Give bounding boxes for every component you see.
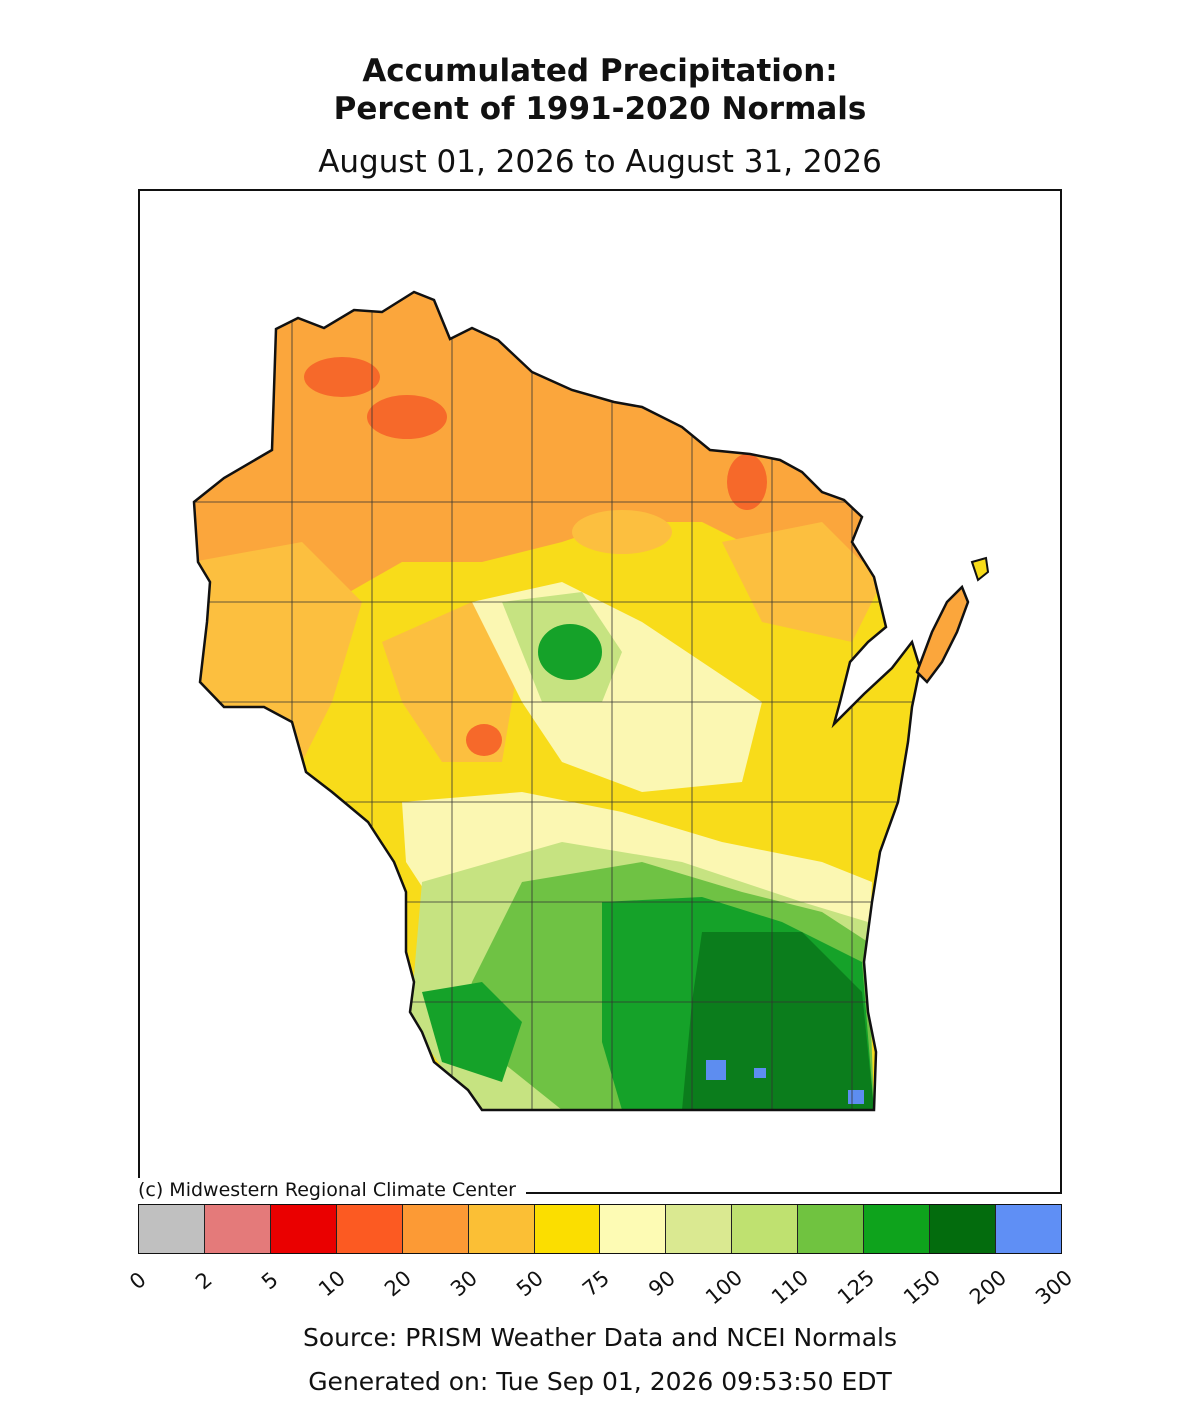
legend-tick-label: 5 <box>257 1267 283 1295</box>
legend-tick-label: 75 <box>578 1266 614 1302</box>
legend-swatch <box>798 1205 865 1253</box>
precip-orangered-patch <box>466 724 502 756</box>
legend-swatch <box>864 1205 931 1253</box>
precip-blue-patch <box>706 1060 726 1080</box>
legend-swatch <box>270 1205 337 1253</box>
legend-tick-label: 50 <box>512 1266 548 1302</box>
precip-darkgreen-southeast <box>682 932 874 1110</box>
wisconsin-map <box>192 290 990 1112</box>
legend-swatch <box>666 1205 733 1253</box>
copyright-label: (c) Midwestern Regional Climate Center <box>138 1178 526 1202</box>
color-legend <box>138 1204 1062 1254</box>
legend-swatch <box>402 1205 469 1253</box>
legend-swatch <box>534 1205 601 1253</box>
precip-lightorange-northeast <box>722 522 882 642</box>
precip-lightorange-patch <box>572 510 672 554</box>
precip-orangered-patch <box>367 395 447 439</box>
precip-blue-patch <box>848 1090 864 1104</box>
legend-swatch <box>600 1205 667 1253</box>
precip-green-patch <box>538 624 602 680</box>
legend-tick-label: 0 <box>125 1267 151 1295</box>
legend-tick-label: 300 <box>1031 1265 1078 1310</box>
generated-timestamp: Generated on: Tue Sep 01, 2026 09:53:50 … <box>308 1367 892 1396</box>
legend-tick-label: 150 <box>899 1265 946 1310</box>
title-line1: Accumulated Precipitation: <box>362 53 838 89</box>
legend-tick-label: 100 <box>701 1265 748 1310</box>
legend-swatch <box>336 1205 403 1253</box>
precip-blue-patch <box>754 1068 766 1078</box>
legend-tick-label: 20 <box>380 1266 416 1302</box>
source-text: Source: PRISM Weather Data and NCEI Norm… <box>302 1323 898 1352</box>
legend-tick-label: 125 <box>833 1265 880 1310</box>
legend-swatch <box>139 1205 205 1253</box>
precip-orangered-patch <box>727 454 767 510</box>
legend-swatch <box>732 1205 799 1253</box>
precip-orangered-patch <box>304 357 380 397</box>
legend-swatch <box>995 1205 1061 1253</box>
legend-swatch <box>468 1205 535 1253</box>
legend-tick-label: 110 <box>767 1265 814 1310</box>
county-boundaries <box>194 292 920 1110</box>
door-peninsula <box>915 584 970 684</box>
washington-island <box>970 556 990 582</box>
date-range-subtitle: August 01, 2026 to August 31, 2026 <box>318 144 882 180</box>
legend-tick-label: 2 <box>191 1267 217 1295</box>
legend-swatch <box>204 1205 271 1253</box>
legend-swatch <box>930 1205 996 1253</box>
map-frame <box>138 189 1062 1194</box>
legend-tick-label: 200 <box>965 1265 1012 1310</box>
legend-tick-label: 30 <box>446 1266 482 1302</box>
legend-tick-label: 10 <box>314 1266 350 1302</box>
precip-green-southwest <box>422 982 522 1082</box>
legend-tick-label: 90 <box>644 1266 680 1302</box>
title-line2: Percent of 1991-2020 Normals <box>333 91 867 127</box>
